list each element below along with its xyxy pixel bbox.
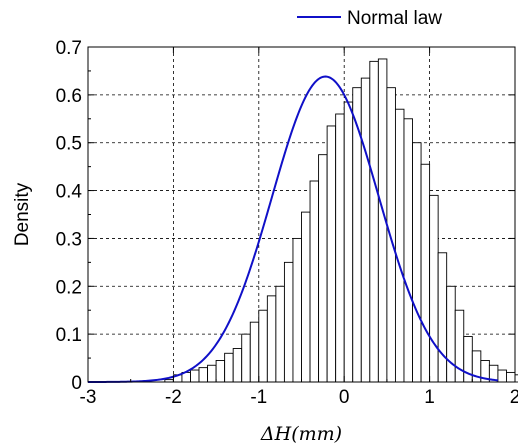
histogram-bar [403,118,413,383]
y-tick-label: 0.2 [56,277,82,298]
histogram-bar [335,113,345,383]
x-tick-label: 2 [510,387,518,408]
histogram-bar [266,295,277,383]
histogram-bar [412,142,422,383]
histogram-bar [224,352,234,383]
y-tick-labels: 0 0.1 0.2 0.3 0.4 0.5 0.6 0.7 [56,38,83,394]
histogram-bar [326,125,337,383]
histogram-bar [232,348,243,383]
y-tick-label: 0 [71,373,82,394]
x-axis-title: ΔH(mm) [260,423,342,445]
x-tick-label: -1 [250,387,267,408]
histogram-bar [241,333,251,383]
histogram-bar [318,154,328,383]
y-tick-label: 0.7 [56,38,82,59]
histogram-bar [301,211,311,383]
histogram-bar [258,309,268,383]
histogram-bar [360,77,371,383]
histogram-bar [446,285,456,383]
y-tick-label: 0.5 [56,134,82,155]
legend: Normal law [297,8,442,29]
y-tick-label: 0.1 [56,325,82,346]
x-tick-label: 0 [339,387,350,408]
histogram-bar [249,321,260,383]
histogram-bar [394,108,405,383]
histogram-bar [386,87,396,383]
histogram-bar [437,252,448,383]
histogram-bar [275,285,285,383]
histogram-bar [190,369,200,383]
x-tick-label: 1 [424,387,435,408]
y-tick-label: 0.3 [56,229,82,250]
x-tick-label: -3 [80,387,97,408]
y-axis-title: Density [12,182,33,246]
histogram-bar [292,237,302,383]
histogram-bar [420,163,431,383]
normal-law-curve [88,75,499,383]
histogram-bar [283,261,294,383]
histogram-bar [207,364,217,383]
histogram-bar [198,367,209,383]
histogram-bar [309,180,320,383]
y-tick-label: 0.6 [56,86,82,107]
histogram-bar [215,360,226,383]
histogram-bar [506,371,516,383]
histogram-bar [497,369,507,383]
histogram-bar [343,101,354,383]
y-tick-label: 0.4 [56,182,83,203]
histogram-bar [429,194,439,383]
x-tick-labels: -3 -2 -1 0 1 2 [80,387,518,408]
histogram-bar [369,60,379,383]
histogram-bars [164,58,518,383]
legend-label-normal-law: Normal law [347,8,442,29]
axis-ticks [87,46,516,383]
x-tick-label: -2 [165,387,182,408]
